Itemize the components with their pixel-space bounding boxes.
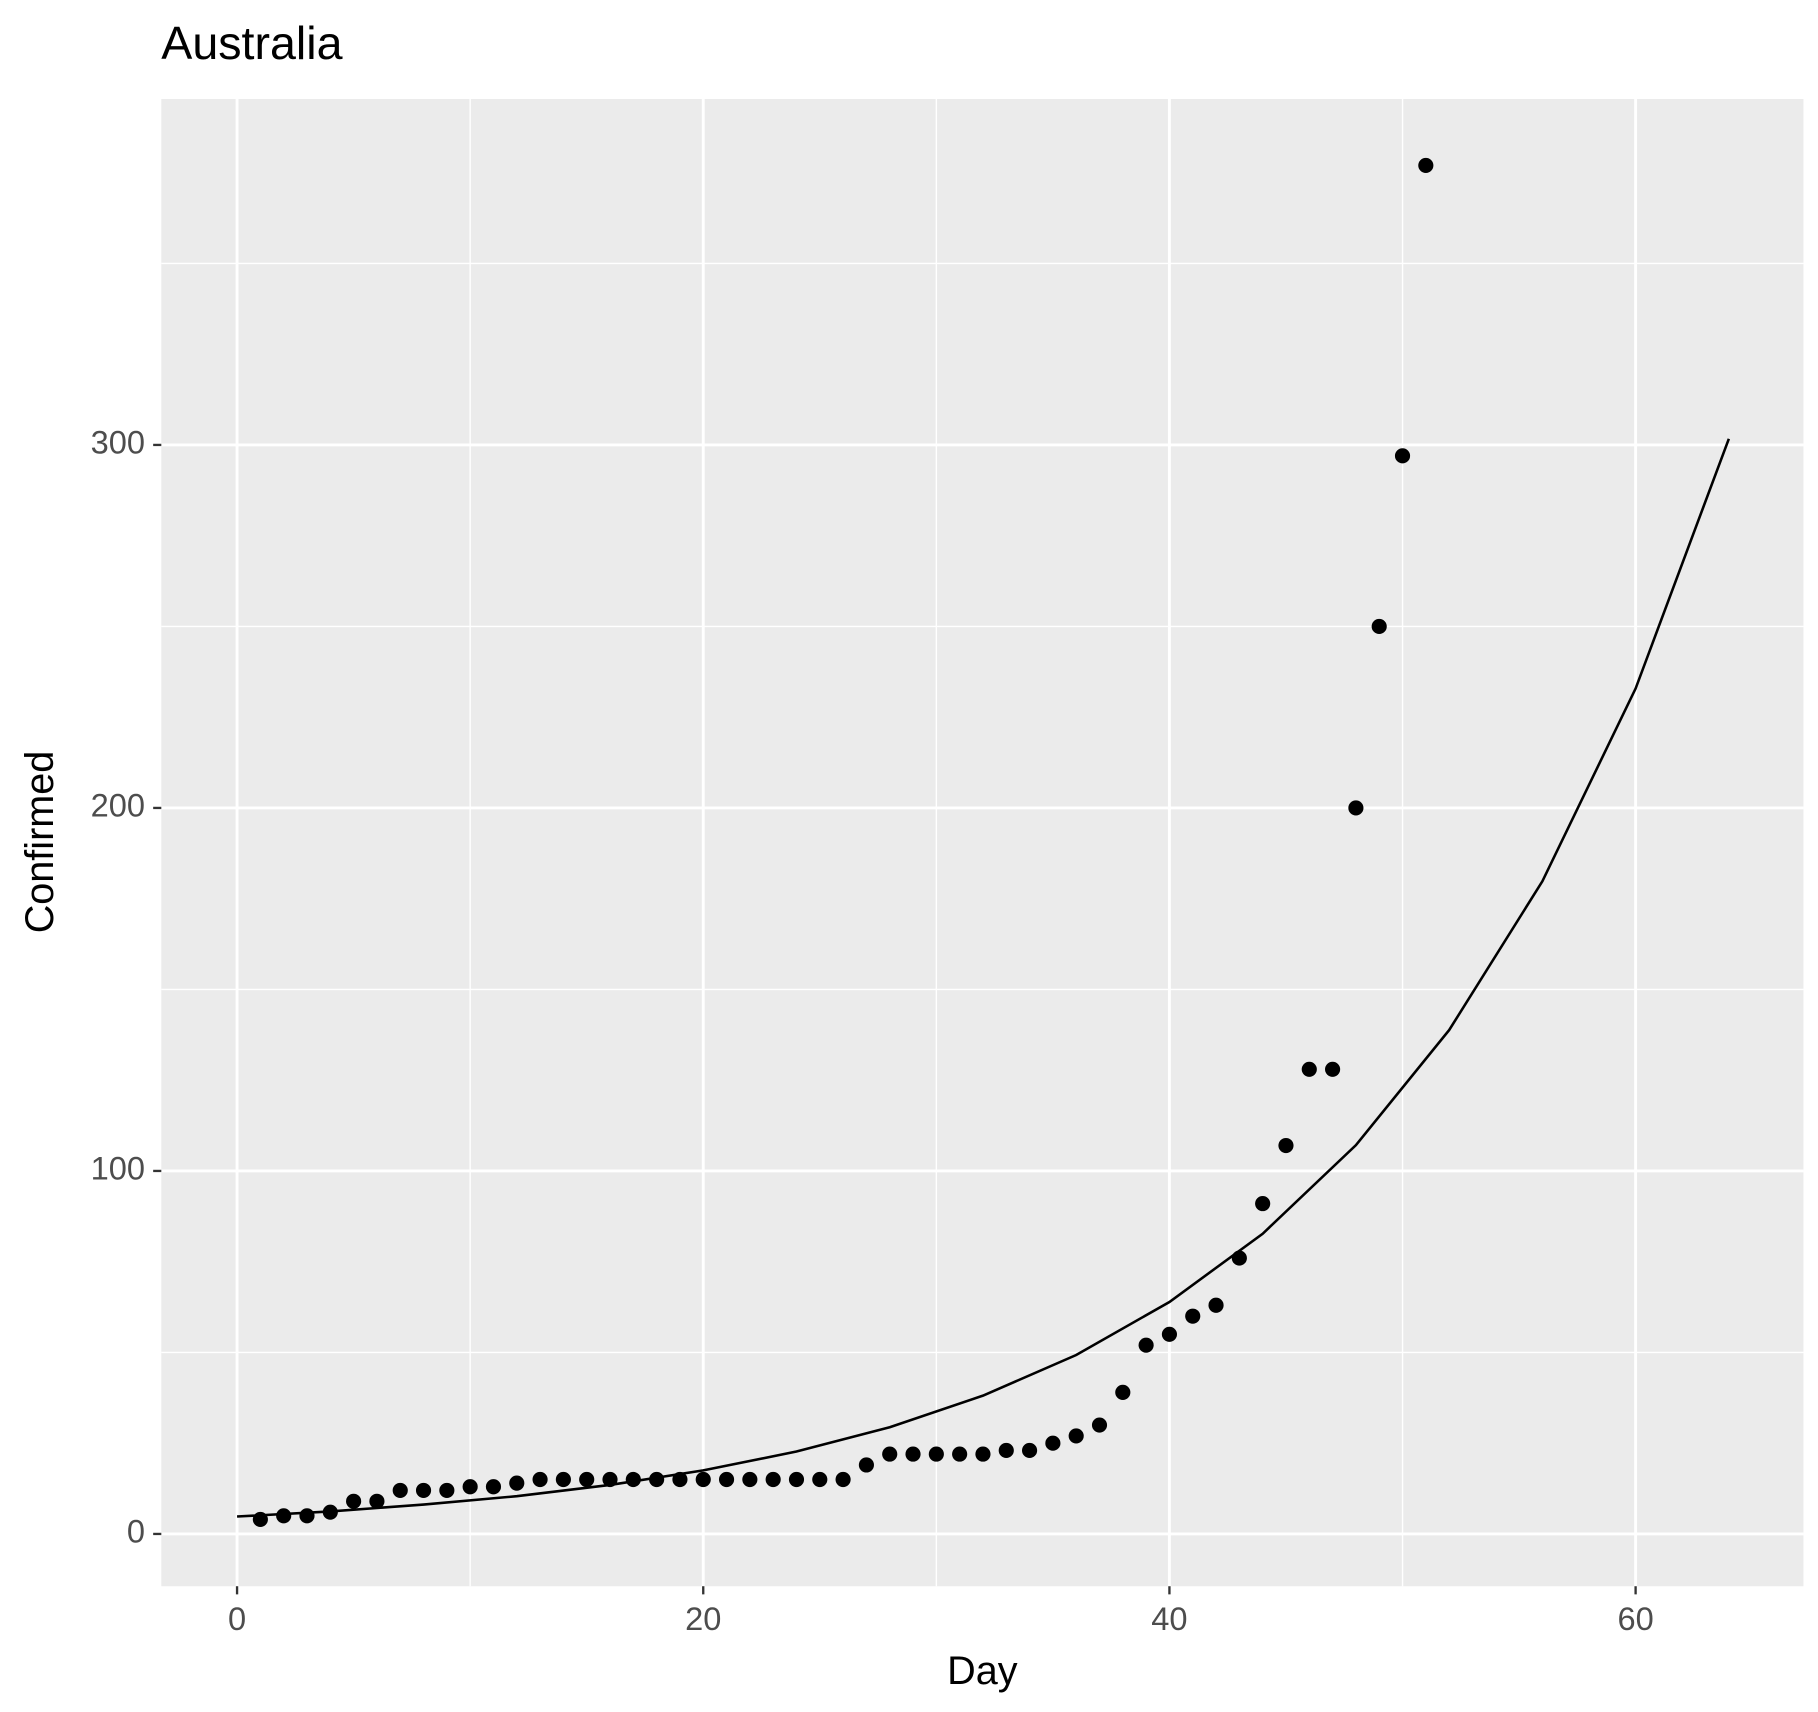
point <box>1278 1137 1294 1154</box>
point <box>905 1446 921 1462</box>
point <box>392 1482 408 1498</box>
point <box>975 1446 991 1462</box>
point <box>299 1508 315 1524</box>
point <box>1022 1442 1038 1459</box>
point <box>1348 800 1364 816</box>
point <box>1255 1196 1271 1212</box>
point <box>765 1471 781 1488</box>
panel <box>161 98 1804 1587</box>
point <box>1394 448 1411 464</box>
point <box>718 1471 735 1488</box>
point <box>835 1471 851 1488</box>
chart-title: Australia <box>161 17 342 69</box>
point <box>276 1508 292 1524</box>
point <box>882 1446 898 1462</box>
point <box>415 1482 432 1498</box>
y-tick-label: 200 <box>91 787 145 824</box>
fit-line <box>236 438 1731 1518</box>
point <box>579 1471 595 1488</box>
point <box>1208 1297 1224 1313</box>
point <box>532 1471 548 1488</box>
point <box>462 1479 478 1495</box>
point <box>998 1442 1014 1459</box>
y-tick-label: 100 <box>91 1150 145 1187</box>
point <box>1068 1428 1084 1444</box>
point <box>858 1457 874 1473</box>
point <box>346 1493 362 1509</box>
point <box>1161 1326 1177 1342</box>
point <box>812 1471 828 1488</box>
point <box>439 1482 455 1498</box>
x-tick-label: 60 <box>1617 1600 1653 1637</box>
point <box>1115 1384 1131 1400</box>
point <box>1045 1435 1061 1451</box>
point <box>1371 618 1387 635</box>
point <box>555 1471 571 1488</box>
y-tick-label: 300 <box>91 424 145 461</box>
point <box>509 1475 525 1491</box>
point <box>1138 1337 1154 1353</box>
point <box>695 1471 711 1488</box>
x-tick-label: 40 <box>1151 1600 1187 1637</box>
point <box>1185 1308 1201 1324</box>
x-tick-label: 20 <box>685 1600 721 1637</box>
point <box>952 1446 968 1462</box>
point <box>369 1493 385 1509</box>
point <box>788 1471 805 1488</box>
y-axis-title: Confirmed <box>18 751 62 934</box>
y-tick-label: 0 <box>127 1513 145 1550</box>
x-axis-title: Day <box>947 1649 1018 1693</box>
point <box>649 1471 665 1488</box>
marks <box>236 157 1731 1527</box>
point <box>625 1471 641 1488</box>
point <box>742 1471 758 1488</box>
point <box>485 1479 502 1495</box>
x-tick-label: 0 <box>228 1600 246 1637</box>
point <box>1325 1061 1341 1077</box>
point <box>1301 1061 1317 1077</box>
point <box>1231 1250 1247 1266</box>
point <box>1418 157 1434 173</box>
point <box>1091 1417 1108 1433</box>
point <box>928 1446 944 1462</box>
